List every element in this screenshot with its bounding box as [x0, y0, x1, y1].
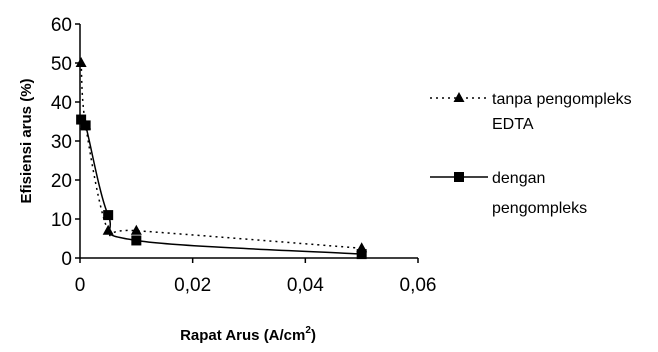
- x-axis-title-end: ): [311, 327, 316, 344]
- series-line-tanpa-pengompleks: [80, 62, 362, 249]
- y-tick-label: 60: [51, 15, 72, 36]
- y-tick-label: 50: [51, 54, 72, 75]
- legend-triangle-marker-icon: [453, 92, 465, 102]
- y-ticks: 0 10 20 30 40 50 60: [51, 15, 80, 270]
- axes: [79, 24, 418, 259]
- data-point-square: [80, 120, 91, 131]
- x-axis-title-main: Rapat Arus (A/cm: [180, 327, 305, 344]
- y-tick-label: 10: [51, 210, 72, 231]
- data-point-triangle: [130, 224, 142, 235]
- y-tick-label: 30: [51, 132, 72, 153]
- y-tick-label: 40: [51, 93, 72, 114]
- x-ticks: 0 0,02 0,04 0,06: [75, 258, 437, 296]
- y-tick-label: 0: [61, 249, 72, 270]
- legend-label-dengan-pengompleks-line1: dengan: [492, 170, 545, 187]
- x-tick-label: 0,02: [174, 275, 211, 296]
- legend-label-tanpa-pengompleks-line1: tanpa pengompleks: [492, 91, 632, 108]
- legend-item-tanpa-pengompleks: tanpa pengompleks EDTA: [430, 91, 632, 133]
- legend-label-tanpa-pengompleks-line2: EDTA: [492, 116, 534, 133]
- data-point-square: [76, 114, 87, 125]
- data-point-triangle: [102, 224, 114, 235]
- data-point-square: [356, 249, 367, 260]
- data-point-square: [103, 210, 114, 221]
- legend: tanpa pengompleks EDTA dengan pengomplek…: [430, 91, 632, 217]
- legend-item-dengan-pengompleks: dengan pengompleks: [430, 170, 587, 217]
- data-point-square: [131, 235, 142, 246]
- x-tick-label: 0: [75, 275, 86, 296]
- legend-square-marker-icon: [454, 172, 464, 182]
- x-axis-title-superscript: 2: [305, 325, 311, 336]
- plot-area: [75, 57, 368, 260]
- legend-label-dengan-pengompleks-line2: pengompleks: [492, 200, 587, 217]
- data-point-triangle: [75, 57, 87, 67]
- x-tick-label: 0,06: [400, 275, 437, 296]
- y-axis-title: Efisiensi arus (%): [18, 78, 35, 203]
- series-line-dengan-pengompleks: [80, 116, 362, 255]
- y-tick-label: 20: [51, 171, 72, 192]
- x-axis-title: Rapat Arus (A/cm2): [180, 325, 316, 344]
- x-tick-label: 0,04: [287, 275, 324, 296]
